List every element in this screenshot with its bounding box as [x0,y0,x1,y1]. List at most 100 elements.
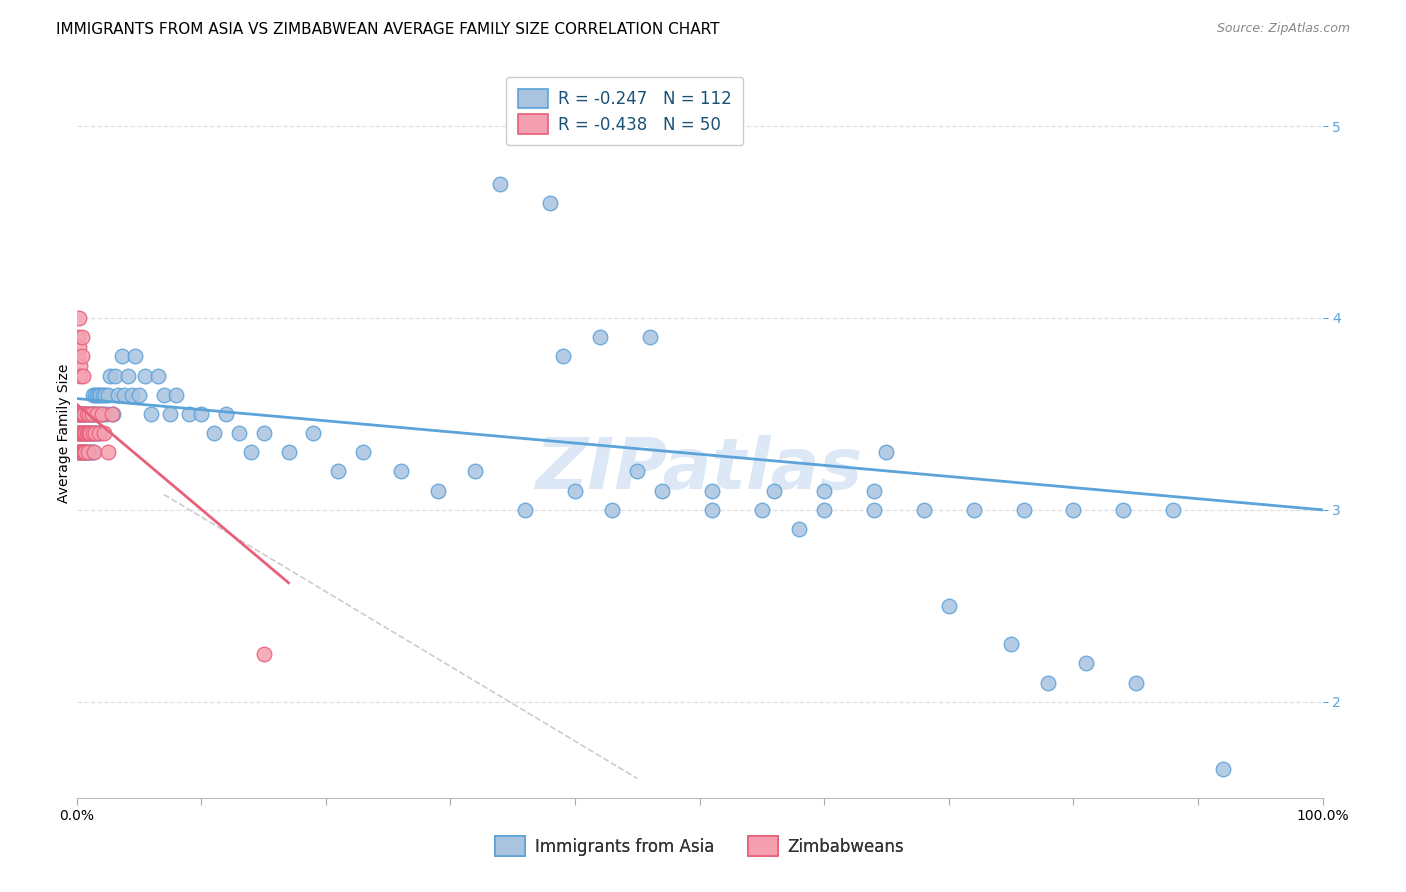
Point [77,426,100,441]
Point [86,426,108,441]
Point [638,330,661,344]
Point [72,368,94,383]
Point [787,522,810,536]
Point [1038,675,1060,690]
Point [70,426,93,441]
Point [863,503,886,517]
Point [73,445,96,459]
Point [69,407,91,421]
Point [84,407,107,421]
Point [1000,637,1022,651]
Point [80,445,103,459]
Point [66,426,89,441]
Point [84,426,107,441]
Point [83,426,105,441]
Point [89,388,111,402]
Point [73,445,96,459]
Point [79,426,101,441]
Point [89,407,111,421]
Y-axis label: Average Family Size: Average Family Size [58,363,72,503]
Point [96,407,118,421]
Point [72,407,94,421]
Point [82,426,104,441]
Point [67,426,90,441]
Point [202,426,225,441]
Point [104,368,127,383]
Point [302,426,325,441]
Point [90,407,112,421]
Point [813,503,835,517]
Point [82,407,104,421]
Point [602,503,624,517]
Point [86,407,108,421]
Point [564,483,586,498]
Point [153,388,176,402]
Point [700,503,723,517]
Point [84,388,107,402]
Point [1074,657,1097,671]
Point [73,426,96,441]
Point [1062,503,1084,517]
Point [489,177,512,191]
Point [77,426,100,441]
Point [651,483,673,498]
Point [141,407,163,421]
Point [77,407,100,421]
Point [82,445,104,459]
Point [165,388,187,402]
Point [69,445,91,459]
Point [252,426,274,441]
Point [101,407,124,421]
Point [1212,762,1234,776]
Point [82,388,104,402]
Point [75,407,97,421]
Point [69,368,91,383]
Point [100,407,122,421]
Point [89,426,111,441]
Point [1012,503,1035,517]
Point [70,407,93,421]
Point [76,407,98,421]
Point [107,388,129,402]
Text: IMMIGRANTS FROM ASIA VS ZIMBABWEAN AVERAGE FAMILY SIZE CORRELATION CHART: IMMIGRANTS FROM ASIA VS ZIMBABWEAN AVERA… [56,22,720,37]
Point [86,388,108,402]
Point [75,445,97,459]
Point [91,388,114,402]
Point [110,349,132,363]
Point [72,445,94,459]
Point [464,465,486,479]
Point [72,407,94,421]
Point [66,330,89,344]
Point [77,426,100,441]
Point [70,407,93,421]
Point [69,426,91,441]
Point [69,407,91,421]
Point [1161,503,1184,517]
Point [146,368,169,383]
Point [93,407,115,421]
Point [72,426,94,441]
Point [1112,503,1135,517]
Point [69,359,91,373]
Point [70,426,93,441]
Point [589,330,612,344]
Point [77,407,100,421]
Point [97,388,120,402]
Point [938,599,960,613]
Legend: Immigrants from Asia, Zimbabweans: Immigrants from Asia, Zimbabweans [488,830,911,863]
Point [328,465,350,479]
Point [87,407,110,421]
Point [700,483,723,498]
Point [76,407,98,421]
Point [876,445,898,459]
Point [100,368,122,383]
Point [912,503,935,517]
Point [228,426,250,441]
Point [77,426,100,441]
Point [1125,675,1147,690]
Point [121,388,143,402]
Point [70,349,93,363]
Point [813,483,835,498]
Point [72,445,94,459]
Point [76,426,98,441]
